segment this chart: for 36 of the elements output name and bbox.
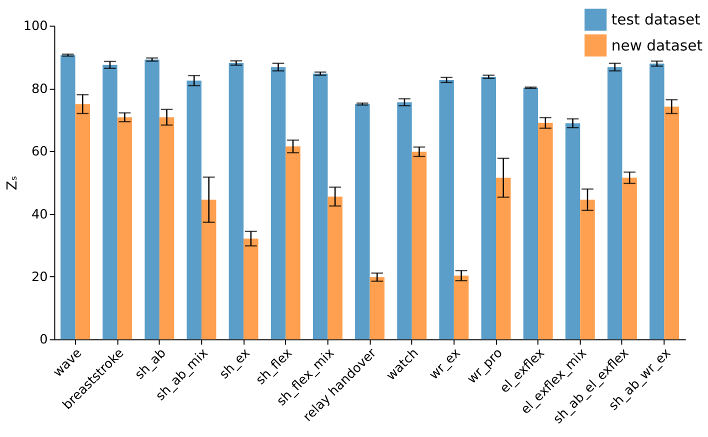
bar bbox=[328, 196, 342, 340]
bar bbox=[286, 146, 300, 340]
bar bbox=[75, 104, 90, 340]
bar bbox=[565, 123, 580, 340]
bar bbox=[412, 152, 427, 340]
y-tick-label: 40 bbox=[32, 207, 48, 222]
bar bbox=[159, 117, 174, 340]
bar bbox=[355, 104, 370, 340]
bar bbox=[228, 63, 244, 340]
bar bbox=[370, 277, 385, 340]
bar bbox=[580, 200, 595, 340]
bar bbox=[201, 200, 216, 340]
bar bbox=[270, 67, 286, 340]
bar bbox=[244, 238, 258, 340]
bar bbox=[117, 117, 132, 340]
y-axis-title: Zₛ bbox=[4, 176, 20, 190]
bar bbox=[102, 64, 118, 340]
bar bbox=[523, 88, 538, 340]
bar bbox=[454, 276, 469, 340]
bar bbox=[607, 67, 622, 340]
y-tick-label: 20 bbox=[32, 270, 48, 285]
legend-label: new dataset bbox=[611, 37, 703, 54]
y-tick-label: 60 bbox=[32, 144, 48, 160]
y-tick-label: 100 bbox=[23, 19, 48, 34]
bar bbox=[397, 102, 412, 340]
bar bbox=[538, 122, 553, 340]
bar bbox=[496, 178, 511, 340]
legend-label: test dataset bbox=[611, 12, 701, 29]
y-tick-label: 80 bbox=[32, 82, 48, 97]
bar bbox=[664, 106, 680, 340]
bar bbox=[186, 80, 202, 340]
bar bbox=[622, 178, 637, 340]
bar bbox=[60, 55, 76, 340]
bar bbox=[650, 64, 664, 340]
y-tick-label: 0 bbox=[40, 332, 48, 348]
bar bbox=[481, 76, 496, 340]
